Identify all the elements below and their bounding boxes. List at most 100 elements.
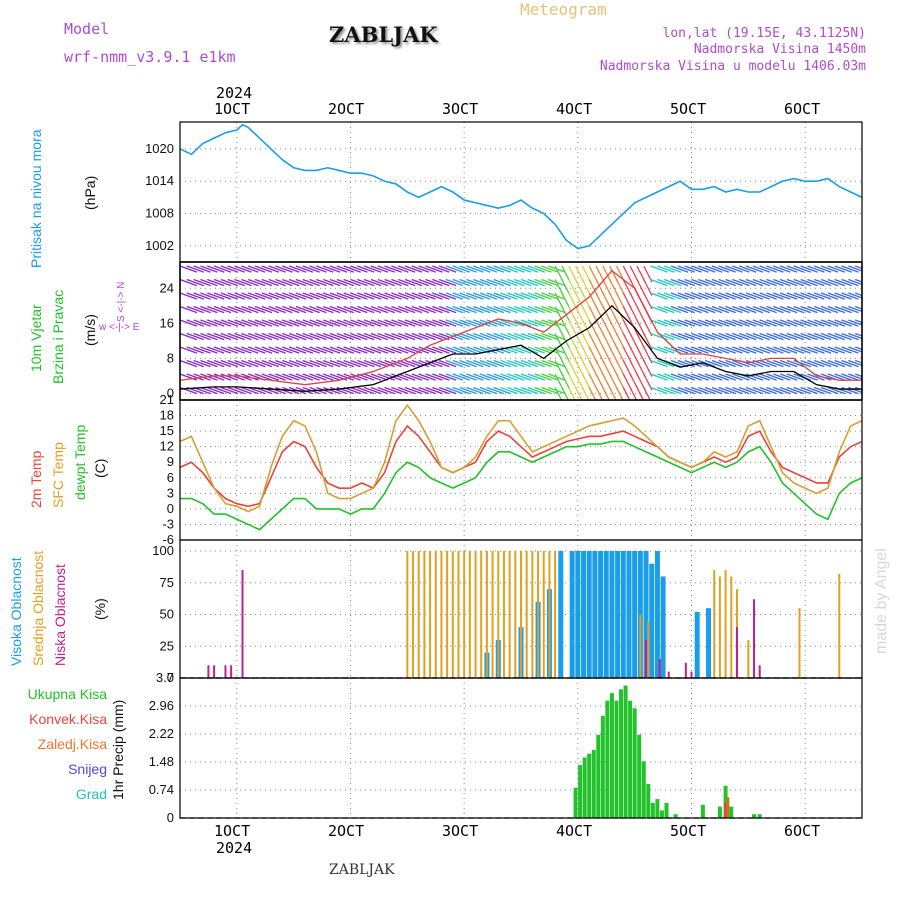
wind-barb — [657, 292, 675, 300]
y-tick-label: 1002 — [145, 238, 174, 253]
wind-barb — [745, 319, 764, 327]
wind-barb — [322, 373, 341, 381]
wind-barb — [820, 386, 839, 395]
wind-barb — [622, 373, 633, 391]
wind-barb — [377, 332, 395, 341]
wind-barb — [227, 319, 245, 327]
precip-total-bar — [596, 734, 601, 818]
wind-barb — [479, 386, 498, 395]
wind-barb — [473, 359, 491, 368]
wind-barb — [445, 305, 464, 314]
wind-barb — [507, 386, 525, 395]
wind-barb — [581, 373, 592, 391]
wind-barb — [827, 346, 846, 354]
cloud-mid-bar — [542, 551, 545, 678]
wind-barb — [854, 359, 862, 364]
wind-barb — [473, 278, 491, 287]
wind-barb — [180, 332, 198, 341]
wind-barb — [773, 305, 791, 314]
wind-barb — [479, 305, 498, 314]
wind-barb — [691, 305, 709, 314]
wind-barb — [213, 278, 232, 287]
wind-barb — [363, 359, 382, 368]
wind-barb — [663, 386, 682, 395]
panel-border-precipitation — [179, 677, 863, 819]
wind-barb — [581, 306, 592, 323]
wind-barb — [588, 319, 598, 337]
wind-barb — [752, 292, 771, 300]
wind-barb — [807, 386, 825, 395]
wind-barb — [827, 278, 846, 287]
wind-barb — [602, 292, 612, 310]
wind-barb — [541, 278, 559, 287]
wind-barb — [370, 373, 389, 381]
wind-barb — [854, 319, 862, 324]
cloud-high-bar — [569, 551, 575, 678]
wind-barb — [622, 319, 633, 337]
wind-barb — [841, 319, 859, 327]
wind-barb — [602, 346, 612, 364]
wind-barb — [336, 278, 354, 287]
wind-barb — [609, 373, 619, 391]
wind-barb — [466, 332, 484, 341]
cloud-high-bar — [609, 551, 615, 678]
wind-barb — [704, 332, 723, 341]
wind-barb — [363, 386, 382, 395]
wind-barb — [861, 333, 862, 335]
cloud-mid-bar — [491, 551, 494, 678]
wind-barb — [452, 359, 470, 368]
wind-barb — [622, 333, 633, 350]
wind-barb — [663, 319, 682, 327]
wind-barb — [507, 373, 525, 381]
wind-barb — [793, 319, 811, 327]
wind-barb — [241, 346, 259, 354]
wind-barb — [725, 278, 743, 287]
wind-barb — [636, 373, 646, 391]
wind-barb — [643, 279, 653, 296]
wind-barb — [486, 265, 505, 273]
wind-barb — [363, 305, 382, 314]
wind-barb — [425, 346, 443, 354]
wind-barb — [527, 359, 545, 368]
wind-barb — [241, 292, 259, 300]
wind-barb — [411, 359, 430, 368]
wind-barb — [534, 373, 552, 381]
wind-barb — [527, 386, 545, 395]
wind-barb — [650, 359, 668, 368]
date-tick-bottom-1: 1OCT — [214, 822, 251, 840]
precip-legend-2: Konvek.Kisa — [29, 711, 107, 727]
wind-barb — [466, 373, 484, 381]
wind-barb — [404, 265, 423, 273]
wind-barb — [200, 319, 218, 327]
wind-barb — [622, 279, 633, 296]
wind-barb — [213, 319, 232, 327]
wind-barb — [861, 387, 862, 389]
wind-barb — [432, 278, 450, 287]
precip-total-bar — [717, 806, 722, 818]
wind-barb — [398, 319, 416, 327]
wind-barb — [350, 292, 368, 300]
precip-total-bar — [723, 785, 728, 818]
cloud-mid-bar — [508, 551, 511, 678]
wind-barb — [357, 359, 375, 368]
wind-barb — [200, 265, 218, 273]
wind-barb — [636, 279, 646, 296]
y-tick-label: -6 — [162, 532, 174, 547]
wind-barb — [275, 292, 293, 300]
wind-barb — [861, 360, 862, 362]
wind-barb — [186, 265, 204, 273]
wind-barb — [861, 266, 862, 267]
wind-barb — [180, 292, 198, 300]
wind-barb — [432, 373, 450, 381]
wind-barb — [268, 265, 286, 273]
wind-barb — [841, 265, 859, 273]
wind-barb — [643, 292, 653, 310]
wind-barb — [254, 278, 273, 287]
wind-barb — [180, 346, 198, 354]
wind-barb — [295, 346, 314, 354]
wind-barb — [329, 346, 348, 354]
wind-barb — [588, 265, 598, 283]
cloud-mid-bar — [480, 551, 483, 678]
wind-barb — [684, 373, 702, 381]
wind-barb — [807, 359, 825, 368]
